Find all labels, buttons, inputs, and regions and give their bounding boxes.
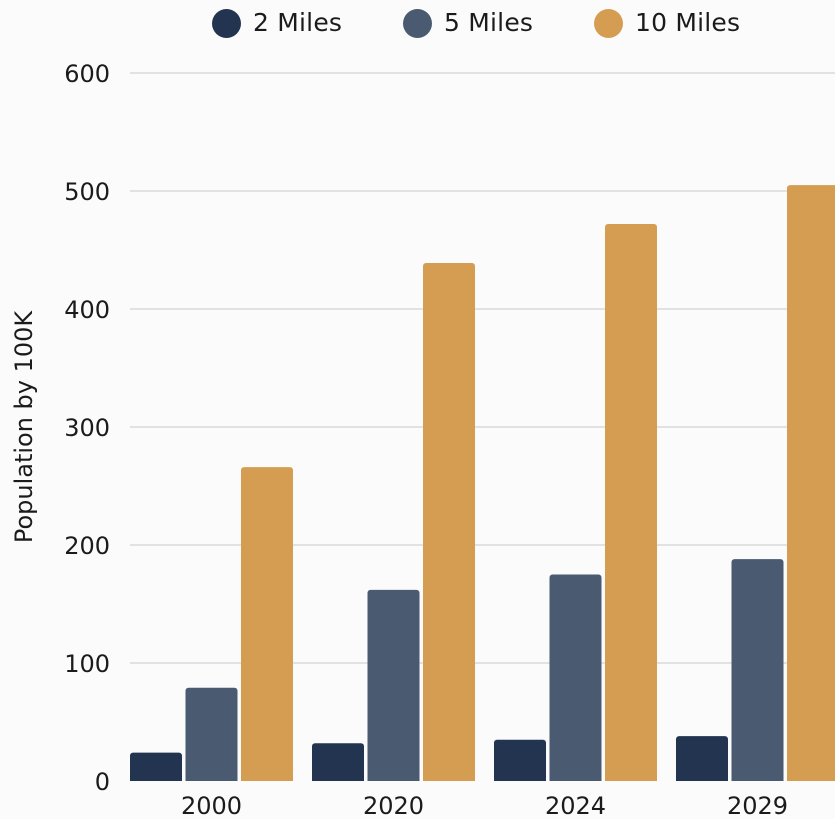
bar-base-2000-10-miles (241, 777, 293, 781)
y-tick-label-0: 0 (95, 768, 110, 796)
bar-2024-2-miles[interactable] (494, 739, 546, 781)
legend-swatch-10-miles (594, 8, 623, 38)
legend-label-2-miles: 2 Miles (253, 8, 343, 37)
bar-base-2029-5-miles (731, 777, 784, 781)
bar-base-2024-5-miles (549, 777, 602, 781)
bar-base-2020-2-miles (312, 777, 364, 781)
bar-base-2029-10-miles (787, 777, 835, 781)
y-tick-label-500: 500 (64, 178, 110, 206)
legend-label-10-miles: 10 Miles (635, 8, 741, 37)
bar-2020-2-miles[interactable] (312, 743, 364, 781)
bar-2000-5-miles[interactable] (185, 687, 238, 781)
bar-base-2020-10-miles (423, 777, 475, 781)
bar-base-2000-5-miles (185, 777, 238, 781)
bar-base-2024-10-miles (605, 777, 657, 781)
x-tick-label-2000: 2000 (181, 792, 242, 819)
bar-2024-10-miles[interactable] (605, 224, 657, 782)
bar-base-2029-2-miles (676, 777, 728, 781)
bar-2029-2-miles[interactable] (676, 736, 728, 781)
chart-legend: 2 Miles 5 Miles 10 Miles (0, 4, 835, 42)
legend-item-2-miles[interactable]: 2 Miles (212, 4, 342, 42)
bar-2029-10-miles[interactable] (787, 185, 835, 781)
bar-base-2024-2-miles (494, 777, 546, 781)
legend-swatch-2-miles (212, 8, 241, 38)
bar-2000-10-miles[interactable] (241, 467, 293, 781)
legend-label-5-miles: 5 Miles (444, 8, 534, 37)
y-tick-label-400: 400 (64, 296, 110, 324)
bar-2020-10-miles[interactable] (423, 262, 475, 782)
bar-base-2000-2-miles (130, 777, 182, 781)
y-tick-label-300: 300 (64, 414, 110, 442)
y-tick-label-600: 600 (64, 60, 110, 88)
x-tick-label-2029: 2029 (727, 792, 788, 819)
y-tick-label-200: 200 (64, 532, 110, 560)
y-tick-label-100: 100 (64, 650, 110, 678)
x-tick-label-2020: 2020 (363, 792, 424, 819)
legend-item-5-miles[interactable]: 5 Miles (403, 4, 533, 42)
bar-2020-5-miles[interactable] (367, 589, 420, 781)
bar-base-2020-5-miles (367, 777, 420, 781)
x-tick-label-2024: 2024 (545, 792, 606, 819)
legend-swatch-5-miles (403, 8, 432, 38)
legend-item-10-miles[interactable]: 10 Miles (594, 4, 740, 42)
bar-2029-5-miles[interactable] (731, 559, 784, 781)
bar-2000-2-miles[interactable] (130, 752, 182, 781)
bar-2024-5-miles[interactable] (549, 574, 602, 782)
